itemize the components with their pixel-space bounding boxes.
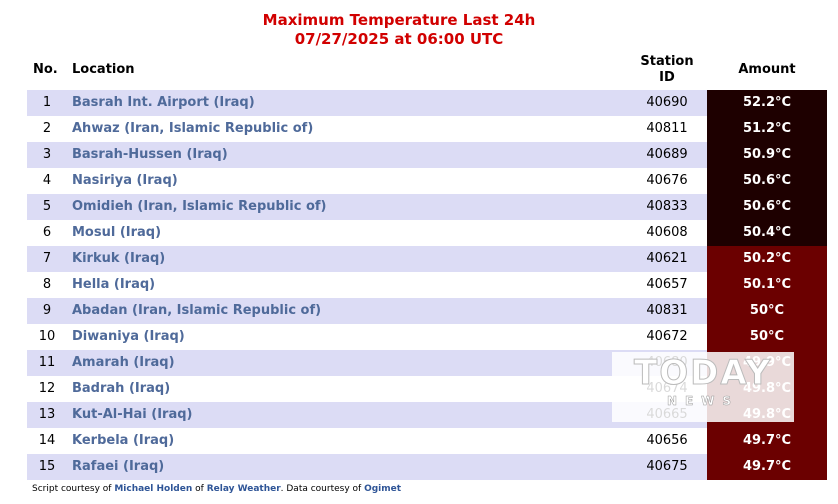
watermark: TODAY NEWS: [612, 352, 794, 422]
station-id: 40689: [646, 147, 688, 162]
station-id: 40690: [646, 95, 688, 110]
station-id: 40656: [646, 433, 688, 448]
row-number: 15: [38, 459, 56, 474]
location: Abadan (Iran, Islamic Republic of): [72, 303, 322, 318]
amount: 50.1°C: [707, 272, 827, 298]
footer-link[interactable]: Relay Weather: [206, 484, 281, 494]
location: Amarah (Iraq): [72, 355, 175, 370]
row-number: 12: [38, 381, 56, 396]
location: Basrah-Hussen (Iraq): [72, 147, 228, 162]
location: Ahwaz (Iran, Islamic Republic of): [72, 121, 314, 136]
row-number: 10: [38, 329, 56, 344]
table-row: 14 Kerbela (Iraq) 40656 49.7°C: [27, 428, 827, 454]
footer-text: . Data courtesy of: [280, 484, 362, 494]
table-row: 1 Basrah Int. Airport (Iraq) 40690 52.2°C: [27, 90, 827, 116]
table-row: 2 Ahwaz (Iran, Islamic Republic of) 40811 5…: [27, 116, 827, 142]
footer-text: Script courtesy of: [32, 484, 112, 494]
location: Badrah (Iraq): [72, 381, 171, 396]
location: Rafaei (Iraq): [72, 459, 165, 474]
station-id: 40833: [646, 199, 688, 214]
station-id: 40831: [646, 303, 688, 318]
row-number: 8: [42, 277, 52, 292]
row-number: 11: [38, 355, 56, 370]
table-row: 4 Nasiriya (Iraq) 40676 50.6°C: [27, 168, 827, 194]
location: Kerbela (Iraq): [72, 433, 175, 448]
table-row: 8 Hella (Iraq) 40657 50.1°C: [27, 272, 827, 298]
amount: 52.2°C: [707, 90, 827, 116]
watermark-subtitle: NEWS: [666, 394, 740, 409]
amount: 50°C: [707, 298, 827, 324]
amount: 51.2°C: [707, 116, 827, 142]
row-number: 4: [42, 173, 52, 188]
column-header: Station ID: [640, 54, 694, 85]
row-number: 6: [42, 225, 52, 240]
column-header: Location: [72, 62, 135, 77]
amount: 49.7°C: [707, 454, 827, 480]
row-number: 7: [42, 251, 52, 266]
location: Kut-Al-Hai (Iraq): [72, 407, 193, 422]
amount: 49.7°C: [707, 428, 827, 454]
table-row: 9 Abadan (Iran, Islamic Republic of) 40831…: [27, 298, 827, 324]
table-row: 6 Mosul (Iraq) 40608 50.4°C: [27, 220, 827, 246]
column-header: No.: [33, 62, 58, 77]
amount: 50.2°C: [707, 246, 827, 272]
subtitle: 07/27/2025 at 06:00 UTC: [294, 30, 504, 48]
table-row: 5 Omidieh (Iran, Islamic Republic of) 4083…: [27, 194, 827, 220]
footer-link[interactable]: Ogimet: [364, 484, 402, 494]
row-number: 1: [42, 95, 52, 110]
footer-text: of: [195, 484, 204, 494]
amount: 50.6°C: [707, 168, 827, 194]
table-row: 10 Diwaniya (Iraq) 40672 50°C: [27, 324, 827, 350]
station-id: 40608: [646, 225, 688, 240]
title: Maximum Temperature Last 24h: [262, 11, 536, 29]
station-id: 40676: [646, 173, 688, 188]
column-header: Amount: [738, 62, 796, 77]
location: Mosul (Iraq): [72, 225, 162, 240]
station-id: 40621: [646, 251, 688, 266]
location: Kirkuk (Iraq): [72, 251, 166, 266]
station-id: 40657: [646, 277, 688, 292]
table-row: 7 Kirkuk (Iraq) 40621 50.2°C: [27, 246, 827, 272]
row-number: 9: [42, 303, 52, 318]
amount: 50°C: [707, 324, 827, 350]
amount: 50.6°C: [707, 194, 827, 220]
watermark-title: TODAY: [634, 353, 772, 394]
location: Omidieh (Iran, Islamic Republic of): [72, 199, 327, 214]
table-row: 3 Basrah-Hussen (Iraq) 40689 50.9°C: [27, 142, 827, 168]
station-id: 40672: [646, 329, 688, 344]
row-number: 3: [42, 147, 52, 162]
location: Basrah Int. Airport (Iraq): [72, 95, 255, 110]
location: Nasiriya (Iraq): [72, 173, 178, 188]
footer: Script courtesy of Michael Holden of Rel…: [32, 484, 401, 494]
footer-link[interactable]: Michael Holden: [114, 484, 193, 494]
row-number: 2: [42, 121, 52, 136]
location: Diwaniya (Iraq): [72, 329, 185, 344]
amount: 50.9°C: [707, 142, 827, 168]
amount: 50.4°C: [707, 220, 827, 246]
table-row: 15 Rafaei (Iraq) 40675 49.7°C: [27, 454, 827, 480]
station-id: 40811: [646, 121, 688, 136]
row-number: 14: [38, 433, 56, 448]
station-id: 40675: [646, 459, 688, 474]
location: Hella (Iraq): [72, 277, 156, 292]
row-number: 5: [42, 199, 52, 214]
row-number: 13: [38, 407, 56, 422]
